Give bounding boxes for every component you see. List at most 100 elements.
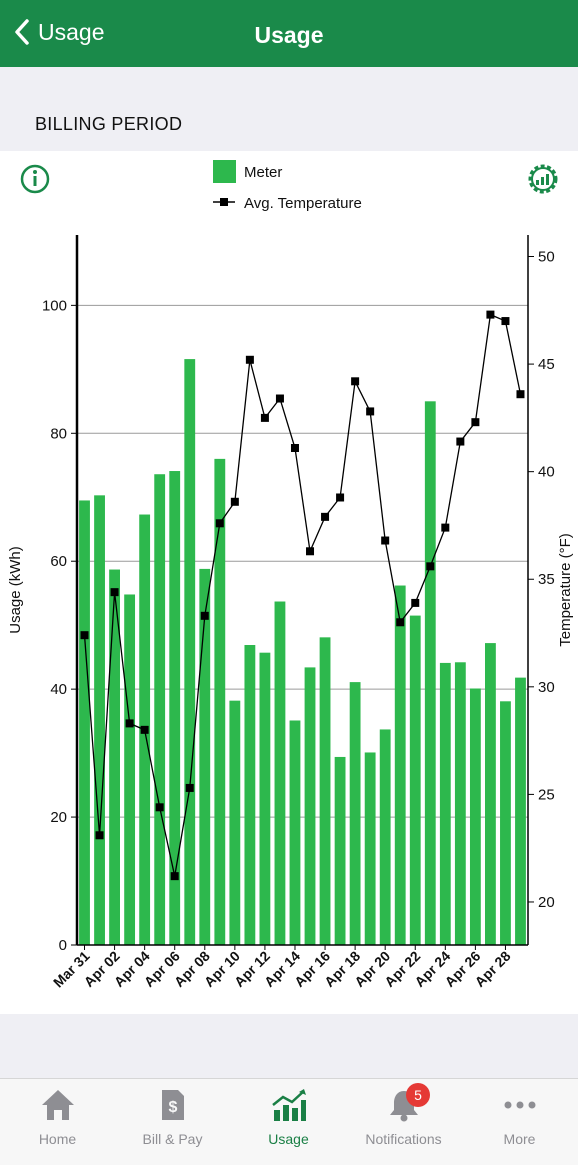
temperature-point — [200, 611, 209, 620]
temperature-point — [306, 547, 315, 556]
meter-bar — [349, 682, 361, 945]
y2-tick-label: 35 — [538, 571, 555, 588]
y2-tick-label: 40 — [538, 464, 555, 481]
billing-period-title: BILLING PERIOD — [35, 114, 183, 134]
back-label: Usage — [38, 18, 105, 45]
tab-more-label: More — [503, 1131, 536, 1147]
temperature-point — [441, 523, 450, 532]
temperature-point — [215, 519, 224, 528]
tab-home[interactable]: Home — [0, 1087, 115, 1147]
temperature-point — [125, 719, 134, 728]
tab-usage-label: Usage — [268, 1131, 309, 1147]
temperature-point — [140, 725, 149, 734]
legend-temp-marker — [220, 198, 228, 206]
temperature-point — [245, 355, 254, 364]
meter-bar — [289, 720, 301, 945]
meter-bar — [79, 500, 90, 945]
meter-bar — [109, 569, 120, 945]
tab-more[interactable]: More — [462, 1087, 577, 1147]
temperature-point — [290, 444, 299, 452]
temperature-point — [80, 631, 89, 640]
home-icon — [41, 1090, 74, 1120]
tab-bill-pay-label: Bill & Pay — [142, 1131, 203, 1147]
meter-bar — [500, 701, 511, 945]
tab-bar: Home $ Bill & Pay Usage — [0, 1078, 578, 1165]
gear-chart-icon — [528, 164, 558, 194]
meter-bar — [244, 645, 256, 945]
tab-usage[interactable]: Usage — [231, 1087, 346, 1147]
temperature-point — [456, 437, 465, 446]
temperature-point — [351, 377, 360, 386]
tab-notifications[interactable]: 5 Notifications — [346, 1083, 461, 1147]
y-tick-label: 60 — [50, 553, 67, 570]
meter-bar — [424, 401, 436, 946]
meter-bar — [274, 601, 286, 945]
y-tick-label: 80 — [50, 425, 67, 442]
tab-notifications-label: Notifications — [365, 1131, 442, 1147]
y2-tick-label: 50 — [538, 249, 555, 266]
meter-bar — [229, 700, 241, 945]
top-bar: Usage Usage — [0, 0, 578, 67]
usage-chart-icon — [271, 1089, 306, 1121]
meter-bar — [515, 677, 526, 945]
meter-bar — [409, 615, 421, 945]
temperature-line — [83, 313, 522, 877]
y2-tick-label: 20 — [538, 894, 555, 911]
y-tick-label: 100 — [42, 297, 67, 314]
meter-bar — [154, 474, 166, 945]
temperature-point — [230, 497, 239, 506]
temperature-point — [110, 588, 119, 597]
meter-bar — [364, 752, 376, 945]
meter-bar — [199, 568, 211, 945]
meter-bar — [485, 643, 496, 945]
back-button[interactable]: Usage — [14, 18, 104, 46]
y2-axis-title: Temperature (°F) — [557, 533, 574, 647]
temperature-point — [275, 394, 284, 403]
temperature-point — [471, 418, 480, 427]
bill-icon: $ — [161, 1090, 184, 1120]
usage-chart: 0 20 40 60 80 100 20 25 30 35 40 45 50 Usage (kWh) Tem… — [7, 160, 574, 990]
meter-bar — [94, 495, 105, 945]
meter-bar — [184, 359, 196, 945]
y-tick-label: 0 — [59, 937, 67, 954]
temperature-point — [366, 407, 375, 416]
meter-bar — [394, 585, 406, 945]
temperature-point — [396, 618, 405, 627]
temperature-point — [381, 536, 390, 545]
tab-bill-pay[interactable]: $ Bill & Pay — [115, 1087, 230, 1147]
y-axis-title: Usage (kWh) — [7, 546, 24, 634]
temperature-point — [185, 783, 194, 792]
meter-bar — [439, 662, 451, 945]
meter-bar — [334, 756, 346, 945]
meter-bar — [379, 729, 391, 945]
legend-temp-label: Avg. Temperature — [244, 195, 362, 212]
legend-meter-label: Meter — [244, 164, 282, 181]
chart-settings-button[interactable] — [528, 164, 558, 194]
temperature-point — [516, 390, 525, 399]
svg-text:$: $ — [168, 1099, 177, 1116]
y2-tick-label: 45 — [538, 356, 555, 373]
temperature-point — [260, 413, 269, 422]
page-title: Usage — [254, 22, 324, 48]
meter-bar — [259, 652, 271, 945]
meter-bar — [169, 471, 181, 945]
chart-card: 0 20 40 60 80 100 20 25 30 35 40 45 50 Usage (kWh) Tem… — [0, 151, 578, 1014]
empty-area — [0, 1014, 578, 1078]
meter-bar — [469, 688, 481, 945]
chevron-left-icon — [15, 19, 29, 45]
meter-bar — [319, 637, 331, 945]
temperature-point — [95, 831, 104, 840]
y2-tick-label: 30 — [538, 679, 555, 696]
temperature-point — [155, 803, 164, 812]
meter-bar — [124, 594, 136, 945]
section-header — [0, 67, 578, 151]
tab-home-label: Home — [38, 1131, 77, 1147]
meter-bar — [454, 662, 466, 945]
notification-badge: 5 — [406, 1083, 430, 1107]
temperature-point — [486, 310, 495, 319]
info-button[interactable] — [20, 164, 50, 194]
y2-tick-label: 25 — [538, 786, 555, 803]
temperature-point — [170, 872, 179, 881]
y-tick-label: 20 — [50, 809, 67, 826]
more-icon — [504, 1101, 535, 1109]
